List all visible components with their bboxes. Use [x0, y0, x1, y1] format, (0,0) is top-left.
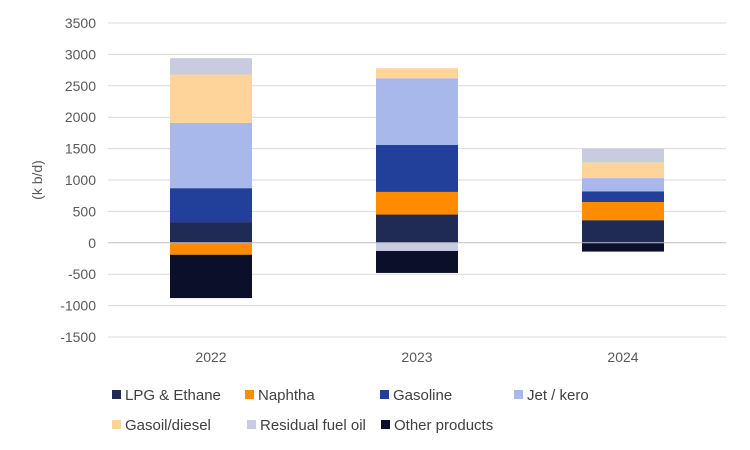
legend-swatch	[380, 390, 389, 399]
legend-label: Jet / kero	[527, 387, 589, 404]
bar-segment	[376, 78, 458, 145]
y-tick-label: 1000	[65, 172, 96, 188]
bar-segment	[170, 222, 252, 243]
legend-swatch	[112, 420, 121, 429]
bar-segment	[582, 148, 664, 163]
y-tick-label: 2500	[65, 78, 96, 94]
legend-swatch	[245, 390, 254, 399]
bar-segment	[170, 254, 252, 299]
legend-swatch	[112, 390, 121, 399]
bars	[170, 58, 664, 299]
y-axis-title: (k b/d)	[29, 160, 45, 200]
y-tick-label: -1000	[60, 298, 96, 314]
legend-label: Naphtha	[258, 387, 315, 404]
legend-item: Residual fuel oil	[247, 417, 366, 434]
bar-segment	[170, 188, 252, 223]
x-tick-label: 2024	[607, 349, 638, 365]
legend-item: Gasoil/diesel	[112, 417, 211, 434]
legend-label: Gasoil/diesel	[125, 417, 211, 434]
legend-label: Other products	[394, 417, 493, 434]
bar-segment	[376, 214, 458, 243]
bar-segment	[582, 242, 664, 252]
bar-segment	[582, 220, 664, 243]
y-tick-label: -500	[68, 266, 96, 282]
legend-swatch	[514, 390, 523, 399]
y-tick-label: 1500	[65, 141, 96, 157]
bar-segment	[170, 242, 252, 255]
legend-item: Gasoline	[380, 387, 452, 404]
y-axis-ticks: -1500 -1000 -500 0 500 1000 1500 2000 2500 3000 35…	[60, 15, 96, 345]
bar-segment	[582, 178, 664, 192]
legend-item: Jet / kero	[514, 387, 589, 404]
legend-label: LPG & Ethane	[125, 387, 221, 404]
legend-swatch	[247, 420, 256, 429]
bar-segment	[376, 191, 458, 215]
bar-segment	[376, 242, 458, 251]
y-tick-label: -1500	[60, 329, 96, 345]
y-tick-label: 2000	[65, 109, 96, 125]
bar-segment	[376, 68, 458, 79]
y-tick-label: 0	[88, 235, 96, 251]
legend-item: Other products	[381, 417, 493, 434]
bar-segment	[582, 162, 664, 179]
x-tick-label: 2022	[195, 349, 226, 365]
bar-segment	[170, 122, 252, 189]
y-tick-label: 500	[73, 203, 97, 219]
bar-segment	[582, 191, 664, 202]
bar-segment	[170, 58, 252, 75]
legend-label: Gasoline	[393, 387, 452, 404]
legend-item: LPG & Ethane	[112, 387, 221, 404]
legend: LPG & Ethane Naphtha Gasoline Jet / kero Gas…	[112, 387, 589, 434]
y-tick-label: 3000	[65, 46, 96, 62]
x-axis-ticks: 2022 2023 2024	[195, 349, 638, 365]
legend-label: Residual fuel oil	[260, 417, 366, 434]
y-tick-label: 3500	[65, 15, 96, 31]
x-tick-label: 2023	[401, 349, 432, 365]
bar-segment	[376, 250, 458, 273]
bar-segment	[582, 201, 664, 221]
bar-segment	[376, 144, 458, 192]
legend-swatch	[381, 420, 390, 429]
legend-item: Naphtha	[245, 387, 315, 404]
bar-segment	[170, 74, 252, 123]
